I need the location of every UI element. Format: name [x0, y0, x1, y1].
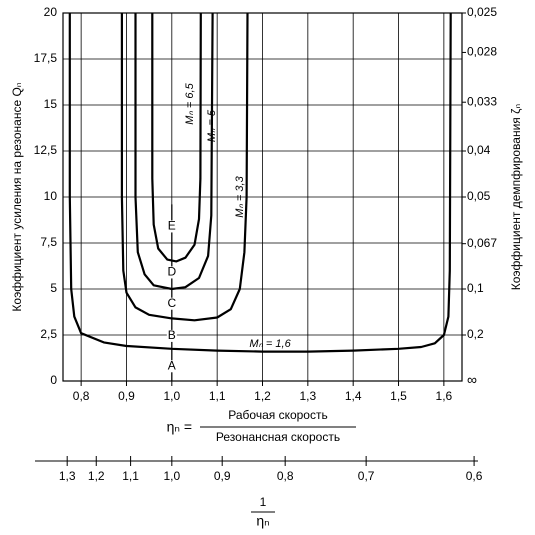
x-tick-label: 1,5 — [390, 389, 407, 403]
annotation-bg — [166, 297, 177, 310]
y-tick-label: 10 — [44, 189, 58, 203]
plot-frame — [62, 12, 463, 382]
x2-tick-label: 0,6 — [466, 469, 483, 483]
point-label: E — [168, 219, 176, 233]
curve — [134, 12, 214, 291]
point-label: A — [168, 358, 176, 372]
y2-tick-label: 0,033 — [467, 94, 497, 108]
x-tick-label: 1,6 — [436, 389, 453, 403]
x2-tick-label: 1,3 — [59, 469, 76, 483]
y-tick-label: 2,5 — [40, 327, 57, 341]
x2-tick-label: 1,0 — [163, 469, 180, 483]
curve — [151, 12, 202, 263]
y2-tick-label: 0,04 — [467, 143, 491, 157]
x-tick-label: 1,4 — [345, 389, 362, 403]
curve — [120, 12, 249, 322]
x2-axis-label-denominator: ηₙ — [256, 513, 269, 529]
x-tick-label: 0,8 — [73, 389, 90, 403]
curve-label: Mₙ = 5 — [206, 109, 218, 142]
x-tick-label: 1,3 — [299, 389, 316, 403]
y2-axis-label: Коэффициент демпфирования ζₙ — [509, 104, 523, 291]
annotation-bg — [166, 329, 177, 342]
x-tick-label: 1,0 — [163, 389, 180, 403]
x2-tick-label: 0,9 — [214, 469, 231, 483]
curve-label: Mₙ = 3,3 — [234, 175, 246, 217]
x2-axis-label-numerator: 1 — [260, 495, 267, 509]
curve-label: Mₙ = 1,6 — [249, 338, 291, 350]
y-tick-label: 5 — [50, 281, 57, 295]
y2-tick-label: ∞ — [467, 372, 477, 388]
y2-tick-label: 0,028 — [467, 45, 497, 59]
x-tick-label: 1,1 — [209, 389, 226, 403]
point-label: B — [168, 328, 176, 342]
y2-tick-label: 0,2 — [467, 327, 484, 341]
x-tick-label: 1,2 — [254, 389, 271, 403]
y2-tick-label: 0,025 — [467, 5, 497, 19]
annotation-bg — [166, 266, 177, 279]
x-axis-label-numerator: Рабочая скорость — [228, 408, 327, 422]
x2-tick-label: 1,1 — [122, 469, 139, 483]
x-axis-label-denominator: Резонансная скорость — [216, 430, 340, 444]
y-tick-label: 17,5 — [34, 51, 58, 65]
x2-tick-label: 0,7 — [358, 469, 375, 483]
y2-tick-label: 0,05 — [467, 189, 491, 203]
x-axis-label: ηₙ = — [167, 419, 192, 435]
y2-tick-label: 0,1 — [467, 281, 484, 295]
x2-tick-label: 0,8 — [277, 469, 294, 483]
y-tick-label: 12,5 — [34, 143, 58, 157]
y-tick-label: 15 — [44, 97, 58, 111]
y2-tick-label: 0,067 — [467, 236, 497, 250]
point-label: C — [167, 296, 176, 310]
y-tick-label: 20 — [44, 5, 58, 19]
annotation-bg — [166, 360, 177, 373]
x2-tick-label: 1,2 — [88, 469, 105, 483]
curve — [68, 12, 452, 353]
x-tick-label: 0,9 — [118, 389, 135, 403]
y-axis-label: Коэффициент усиления на резонансе Qₙ — [10, 82, 24, 311]
curve-label: Mₙ = 6,5 — [184, 82, 196, 124]
annotation-bg — [166, 220, 177, 233]
point-label: D — [167, 265, 176, 279]
y-tick-label: 7,5 — [40, 235, 57, 249]
y-tick-label: 0 — [50, 373, 57, 387]
